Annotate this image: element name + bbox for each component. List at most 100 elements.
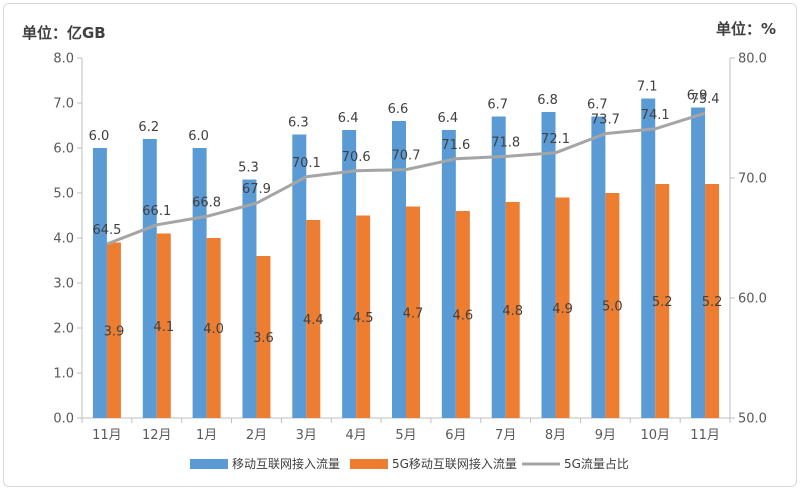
legend-label: 移动互联网接入流量 bbox=[232, 456, 340, 471]
x-tick-label: 5月 bbox=[395, 428, 416, 443]
bar-total-traffic bbox=[142, 139, 157, 418]
left-tick-label: 8.0 bbox=[53, 52, 74, 67]
data-label-5g-share: 75.4 bbox=[691, 92, 720, 107]
bars-group bbox=[92, 98, 720, 418]
data-label-total-traffic: 6.9 bbox=[687, 89, 708, 104]
bar-total-traffic bbox=[392, 121, 406, 418]
bar-total-traffic bbox=[491, 116, 506, 418]
data-label-5g-traffic: 4.7 bbox=[403, 306, 424, 321]
data-label-5g-share: 70.1 bbox=[292, 156, 321, 171]
right-tick-label: 80.0 bbox=[738, 52, 767, 67]
data-label-total-traffic: 6.0 bbox=[188, 129, 209, 144]
data-label-5g-share: 73.7 bbox=[591, 113, 620, 128]
data-label-total-traffic: 5.3 bbox=[238, 161, 259, 176]
bar-5g-traffic bbox=[705, 184, 720, 418]
data-labels-group: 6.0 6.2 6.0 5.3 6.3 6.4 6.6 6.4 6.7 6.8 6.7 7.1 6.9 3… bbox=[89, 80, 723, 347]
bar-5g-traffic bbox=[406, 206, 420, 418]
right-tick-label: 60.0 bbox=[738, 292, 767, 307]
left-tick-label: 3.0 bbox=[53, 277, 74, 292]
right-tick-label: 70.0 bbox=[738, 172, 767, 187]
left-tick-label: 7.0 bbox=[53, 97, 74, 112]
bar-5g-traffic bbox=[256, 256, 271, 418]
line-group bbox=[106, 111, 706, 246]
data-label-total-traffic: 6.7 bbox=[487, 98, 508, 113]
data-label-5g-traffic: 4.0 bbox=[203, 322, 224, 337]
x-tick-label: 11月 bbox=[690, 428, 720, 443]
data-label-5g-traffic: 4.4 bbox=[303, 313, 324, 328]
data-label-5g-traffic: 3.6 bbox=[253, 331, 274, 346]
x-tick-label: 10月 bbox=[640, 428, 670, 443]
bar-total-traffic bbox=[342, 130, 357, 418]
bar-total-traffic bbox=[92, 148, 107, 418]
bar-5g-traffic bbox=[206, 238, 221, 418]
legend-label: 5G流量占比 bbox=[564, 456, 629, 471]
data-label-5g-share: 66.8 bbox=[192, 195, 221, 210]
data-label-5g-share: 71.6 bbox=[441, 138, 470, 153]
x-tick-label: 3月 bbox=[296, 428, 317, 443]
legend-label: 5G移动互联网接入流量 bbox=[392, 456, 517, 471]
data-label-total-traffic: 6.3 bbox=[288, 116, 309, 131]
left-tick-label: 0.0 bbox=[53, 412, 74, 427]
bar-5g-traffic bbox=[106, 242, 121, 418]
bar-total-traffic bbox=[641, 98, 656, 418]
x-tick-label: 1月 bbox=[196, 428, 217, 443]
x-tick-label: 6月 bbox=[445, 428, 466, 443]
bar-5g-traffic bbox=[505, 202, 520, 418]
bar-total-traffic bbox=[192, 148, 207, 418]
data-label-total-traffic: 6.7 bbox=[587, 98, 608, 113]
data-label-5g-traffic: 5.0 bbox=[602, 300, 623, 315]
left-tick-label: 2.0 bbox=[53, 322, 74, 337]
data-label-5g-traffic: 4.9 bbox=[552, 302, 573, 317]
left-tick-label: 5.0 bbox=[53, 187, 74, 202]
bar-5g-traffic bbox=[655, 184, 670, 418]
legend-swatch bbox=[190, 459, 228, 469]
data-label-5g-share: 70.7 bbox=[392, 149, 421, 164]
axes-group: 0.0 1.0 2.0 3.0 4.0 5.0 6.0 7.0 8.0 50.0 60.0 70.0 8… bbox=[53, 52, 767, 444]
data-label-5g-share: 71.8 bbox=[491, 135, 520, 150]
data-label-total-traffic: 6.2 bbox=[138, 120, 159, 135]
x-tick-label: 7月 bbox=[495, 428, 516, 443]
bar-total-traffic bbox=[541, 112, 556, 418]
legend-swatch bbox=[350, 459, 388, 469]
bar-total-traffic bbox=[242, 179, 257, 418]
data-label-total-traffic: 6.6 bbox=[388, 102, 409, 117]
data-label-total-traffic: 6.4 bbox=[338, 111, 359, 126]
x-tick-label: 11月 bbox=[92, 428, 122, 443]
bar-total-traffic bbox=[441, 130, 456, 418]
x-tick-label: 8月 bbox=[545, 428, 566, 443]
right-tick-label: 50.0 bbox=[738, 412, 767, 427]
data-label-5g-share: 66.1 bbox=[142, 204, 171, 219]
data-label-5g-share: 70.6 bbox=[342, 150, 371, 165]
data-label-total-traffic: 6.8 bbox=[537, 93, 558, 108]
bar-5g-traffic bbox=[455, 211, 470, 418]
left-tick-label: 1.0 bbox=[53, 367, 74, 382]
data-label-5g-traffic: 3.9 bbox=[104, 324, 125, 339]
data-label-5g-share: 64.5 bbox=[92, 223, 121, 238]
bar-5g-traffic bbox=[555, 197, 570, 418]
data-label-5g-traffic: 4.5 bbox=[353, 311, 374, 326]
data-label-5g-traffic: 5.2 bbox=[702, 295, 723, 310]
data-label-total-traffic: 7.1 bbox=[637, 80, 658, 95]
data-label-5g-share: 72.1 bbox=[541, 132, 570, 147]
right-axis-unit-label: 单位：% bbox=[716, 20, 776, 38]
bar-5g-traffic bbox=[156, 233, 171, 418]
data-label-5g-traffic: 5.2 bbox=[652, 295, 673, 310]
left-tick-label: 4.0 bbox=[53, 232, 74, 247]
bar-total-traffic bbox=[591, 116, 606, 418]
data-label-5g-traffic: 4.1 bbox=[153, 320, 174, 335]
left-tick-label: 6.0 bbox=[53, 142, 74, 157]
left-axis-unit-label: 单位：亿GB bbox=[22, 24, 106, 42]
x-tick-label: 2月 bbox=[246, 428, 267, 443]
x-tick-label: 12月 bbox=[142, 428, 172, 443]
x-tick-label: 9月 bbox=[595, 428, 616, 443]
data-label-total-traffic: 6.0 bbox=[89, 129, 110, 144]
data-label-total-traffic: 6.4 bbox=[438, 111, 459, 126]
bar-5g-traffic bbox=[605, 193, 620, 418]
legend: 移动互联网接入流量 5G移动互联网接入流量 5G流量占比 bbox=[190, 456, 629, 471]
line-5g-share bbox=[106, 111, 706, 246]
x-tick-label: 4月 bbox=[346, 428, 367, 443]
bar-5g-traffic bbox=[306, 220, 321, 418]
bar-5g-traffic bbox=[356, 215, 371, 418]
data-label-5g-traffic: 4.6 bbox=[453, 309, 474, 324]
